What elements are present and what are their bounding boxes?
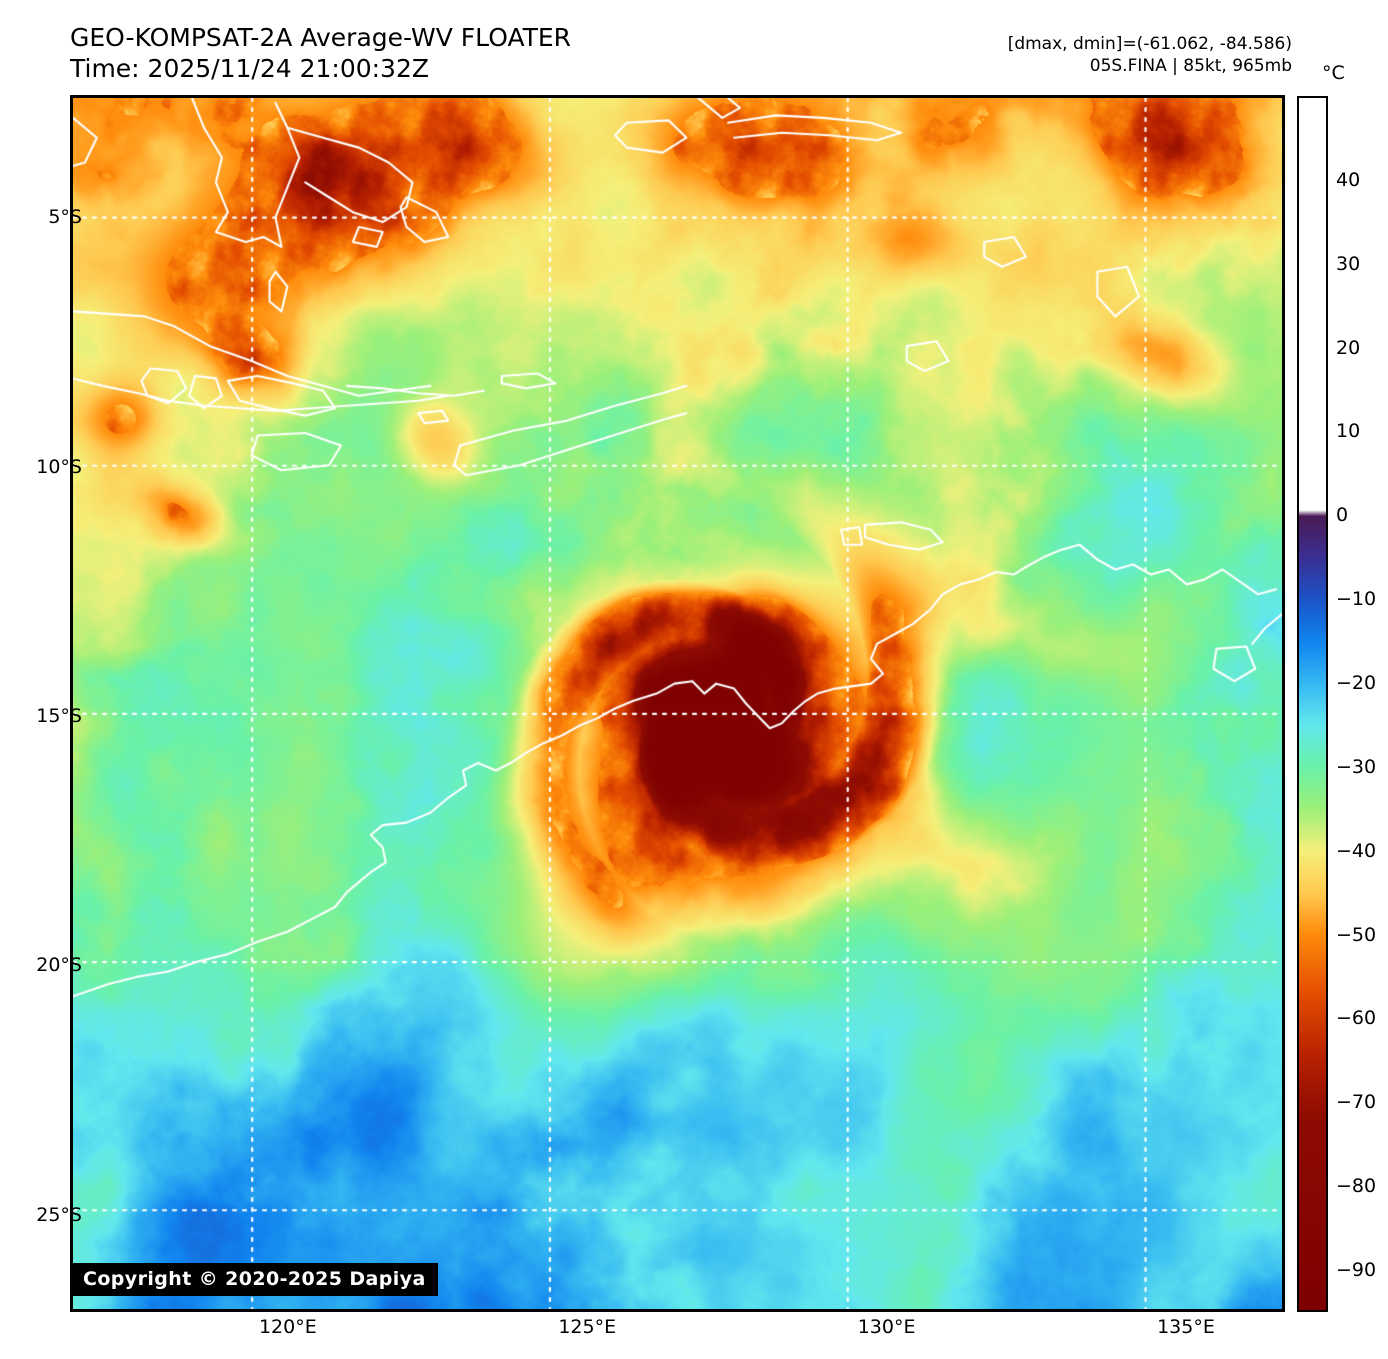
colorbar-unit-label: °C <box>1322 62 1345 84</box>
satellite-map[interactable]: Copyright © 2020-2025 Dapiya <box>70 95 1285 1312</box>
metadata-block: [dmax, dmin]=(-61.062, -84.586) 05S.FINA… <box>1008 33 1292 77</box>
colorbar-tick-minus40: −40 <box>1336 839 1377 862</box>
data-range-label: [dmax, dmin]=(-61.062, -84.586) <box>1007 34 1292 54</box>
colorbar-tick-minus70: −70 <box>1336 1091 1377 1114</box>
colorbar-tick-10: 10 <box>1336 420 1361 443</box>
observation-time: Time: 2025/11/24 21:00:32Z <box>70 54 429 83</box>
lat-tick-5S: 5°S <box>48 206 82 229</box>
satellite-image-canvas <box>73 98 1282 1309</box>
colorbar-tick-minus10: −10 <box>1336 588 1377 611</box>
lat-tick-15S: 15°S <box>36 705 82 728</box>
colorbar-tick-minus20: −20 <box>1336 672 1377 695</box>
colorbar-tick-40: 40 <box>1336 168 1361 191</box>
lon-tick-130E: 130°E <box>857 1316 916 1338</box>
lon-tick-120E: 120°E <box>258 1316 317 1338</box>
lat-tick-10S: 10°S <box>36 455 82 478</box>
colorbar-tick-30: 30 <box>1336 252 1361 275</box>
colorbar-tick-minus30: −30 <box>1336 755 1377 778</box>
page-title: GEO-KOMPSAT-2A Average-WV FLOATER <box>70 23 572 52</box>
lon-tick-125E: 125°E <box>558 1316 617 1338</box>
storm-info-label: 05S.FINA | 85kt, 965mb <box>1089 56 1292 76</box>
colorbar-tick-minus50: −50 <box>1336 923 1377 946</box>
colorbar-tick-minus90: −90 <box>1336 1259 1377 1282</box>
colorbar-tick-0: 0 <box>1336 504 1349 527</box>
colorbar-tick-20: 20 <box>1336 336 1361 359</box>
lat-tick-20S: 20°S <box>36 954 82 977</box>
colorbar-tick-minus80: −80 <box>1336 1175 1377 1198</box>
title-block: GEO-KOMPSAT-2A Average-WV FLOATER Time: … <box>70 22 571 84</box>
lat-tick-25S: 25°S <box>36 1203 82 1226</box>
colorbar-tick-minus60: −60 <box>1336 1007 1377 1030</box>
colorbar[interactable] <box>1297 96 1328 1312</box>
colorbar-gradient <box>1299 98 1326 1310</box>
copyright-banner: Copyright © 2020-2025 Dapiya <box>73 1263 438 1296</box>
lon-tick-135E: 135°E <box>1157 1316 1215 1338</box>
